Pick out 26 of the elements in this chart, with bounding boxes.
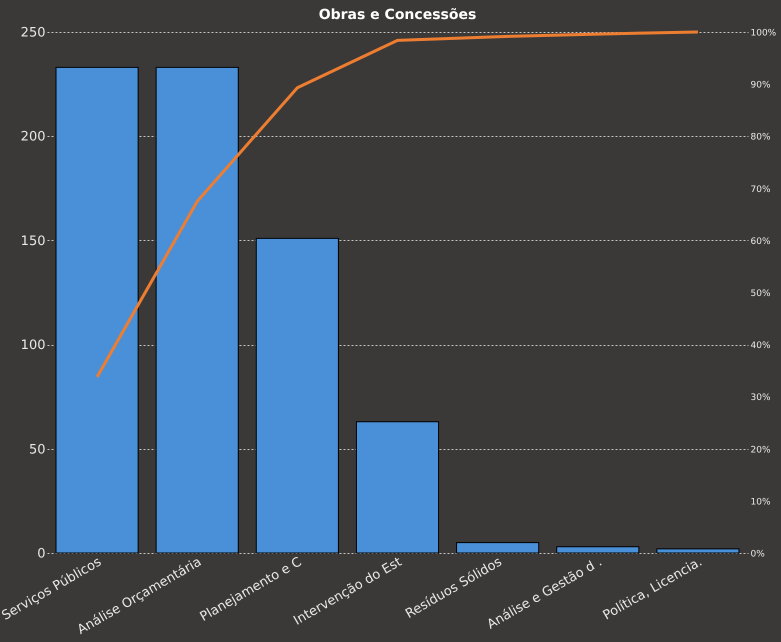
bar: [156, 66, 239, 554]
y2-tick-label: 0%: [750, 550, 766, 560]
y-tick-label: 150: [20, 234, 46, 249]
y2-tick-label: 30%: [750, 393, 771, 404]
y2-tick-label: 20%: [750, 445, 771, 456]
bar: [256, 238, 339, 554]
y2-tick-label: 100%: [750, 28, 777, 38]
bar: [56, 66, 139, 554]
bar: [656, 548, 740, 554]
y-tick-label: 50: [28, 442, 46, 458]
chart-title: Obras e Concessões: [318, 7, 476, 23]
line-series: [96, 30, 700, 378]
y2-tick-label: 50%: [750, 289, 771, 299]
y-tick-label: 250: [20, 26, 46, 40]
y2-tick-label: 90%: [750, 80, 771, 91]
y2-tick-label: 60%: [750, 236, 771, 247]
y2-tick-label: 10%: [750, 497, 771, 508]
y-tick-label: 100: [20, 338, 46, 354]
y-tick-label: 200: [20, 130, 46, 145]
y2-tick-label: 80%: [750, 132, 771, 143]
y2-tick-label: 70%: [750, 184, 771, 195]
bar: [556, 546, 640, 554]
bar: [356, 421, 440, 554]
y2-tick-label: 40%: [750, 341, 771, 352]
y-tick-label: 0: [37, 546, 46, 562]
bar: [456, 542, 540, 554]
